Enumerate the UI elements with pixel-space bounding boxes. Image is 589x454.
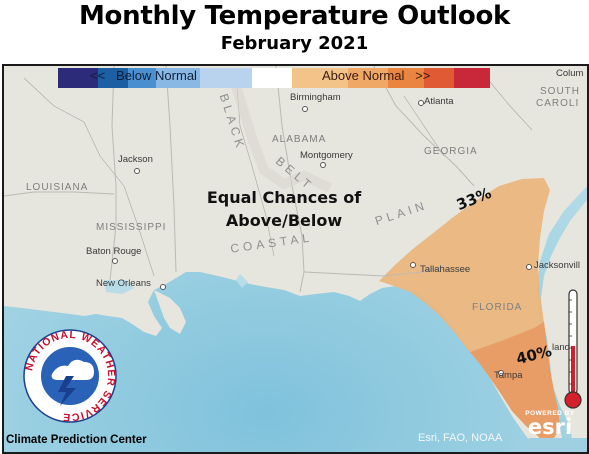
legend-below-normal: << Below Normal [90,68,197,83]
city-columbia: Colum [556,68,584,79]
state-label-georgia: GEORGIA [424,146,478,157]
city-orlando: lando [552,342,576,353]
esri-logo: POWERED BY esri [522,410,578,439]
map-title: Monthly Temperature Outlook [78,1,511,31]
equal-chances-line-2: Above/Below [225,211,343,230]
city-montgomery: Montgomery [300,150,353,161]
legend-above-normal: Above Normal >> [322,68,431,83]
map-view[interactable]: << Below Normal Above Normal >> LOUISIAN… [2,64,589,454]
city-new-orleans: New Orleans [96,278,151,289]
city-tampa: Tampa [494,370,523,381]
state-label-mississippi: MISSISSIPPI [96,222,167,233]
equal-chances-line-1: Equal Chances of [206,188,362,207]
city-dot-tampa [498,370,504,376]
city-jacksonville: Jacksonvill [534,260,580,271]
city-dot-jacksonville [526,264,532,270]
legend-bar [58,68,490,88]
city-dot-birmingham [302,106,308,112]
equal-chances-label: Equal Chances of Above/Below [199,186,369,232]
state-label-south-carolina-2: CAROLI [536,98,580,109]
city-dot-atlanta [418,100,424,106]
map-source-credit: Esri, FAO, NOAA [418,432,503,444]
city-atlanta: Atlanta [424,96,454,107]
thermometer-icon [564,289,582,409]
city-tallahassee: Tallahassee [420,264,471,275]
city-jackson: Jackson [118,154,153,165]
city-baton-rouge: Baton Rouge [86,246,142,257]
state-label-alabama: ALABAMA [272,134,327,145]
map-subtitle: February 2021 [220,33,369,54]
esri-powered-by: POWERED BY [525,410,575,417]
city-birmingham: Birmingham [290,92,341,103]
city-dot-new-orleans [160,284,166,290]
nws-logo: NATIONAL WEATHER SERVICE [23,329,117,423]
esri-wordmark: esri [527,415,573,439]
state-label-florida: FLORIDA [472,302,523,313]
state-label-south-carolina-1: SOUTH [540,86,580,97]
climate-prediction-center-label: Climate Prediction Center [6,434,147,446]
city-dot-jackson [134,168,140,174]
outlook-40-percent [470,322,560,438]
city-dot-tallahassee [410,262,416,268]
land-mass [4,66,587,452]
city-dot-baton-rouge [112,258,118,264]
state-label-louisiana: LOUISIANA [26,182,89,193]
city-dot-montgomery [320,162,326,168]
